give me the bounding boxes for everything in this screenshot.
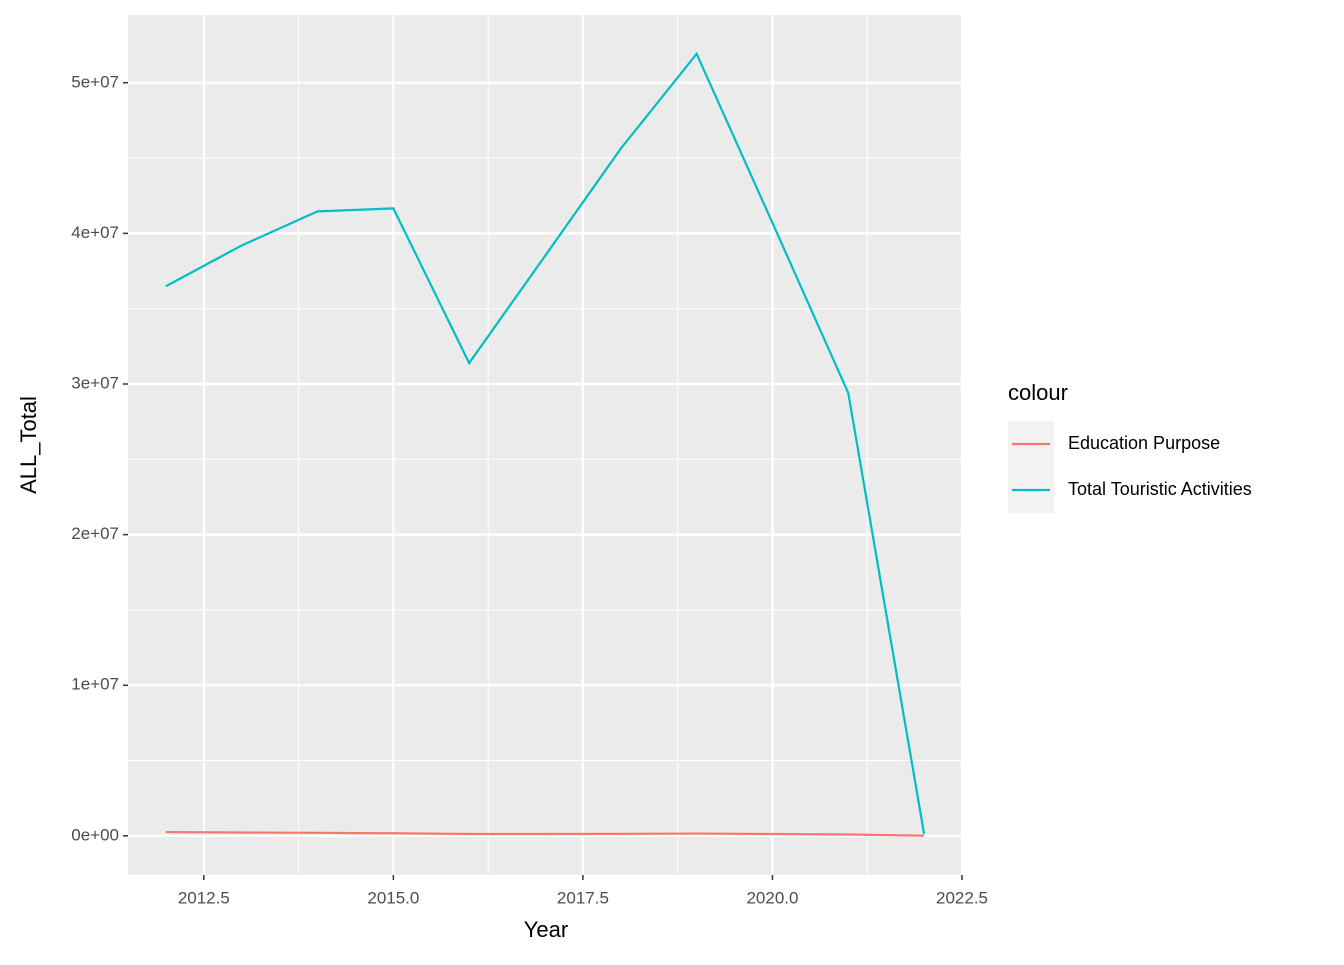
legend-label: Education Purpose — [1068, 433, 1220, 453]
y-tick-label: 3e+07 — [71, 373, 119, 392]
x-tick-label: 2022.5 — [936, 888, 988, 907]
y-axis-title: ALL_Total — [16, 396, 41, 494]
x-tick-label: 2017.5 — [557, 888, 609, 907]
series-line — [165, 830, 925, 837]
x-tick-label: 2015.0 — [367, 888, 419, 907]
legend-title: colour — [1008, 380, 1068, 405]
legend-key-box — [1008, 421, 1054, 513]
panel — [128, 15, 962, 875]
y-tick-label: 4e+07 — [71, 223, 119, 242]
legend-label: Total Touristic Activities — [1068, 479, 1252, 499]
y-tick-label: 1e+07 — [71, 675, 119, 694]
y-tick-label: 5e+07 — [71, 72, 119, 91]
series-line — [165, 51, 926, 835]
y-tick-label: 2e+07 — [71, 524, 119, 543]
x-tick-label: 2020.0 — [746, 888, 798, 907]
x-tick-label: 2012.5 — [178, 888, 230, 907]
x-axis-title: Year — [524, 917, 568, 942]
y-tick-label: 0e+00 — [71, 825, 119, 844]
